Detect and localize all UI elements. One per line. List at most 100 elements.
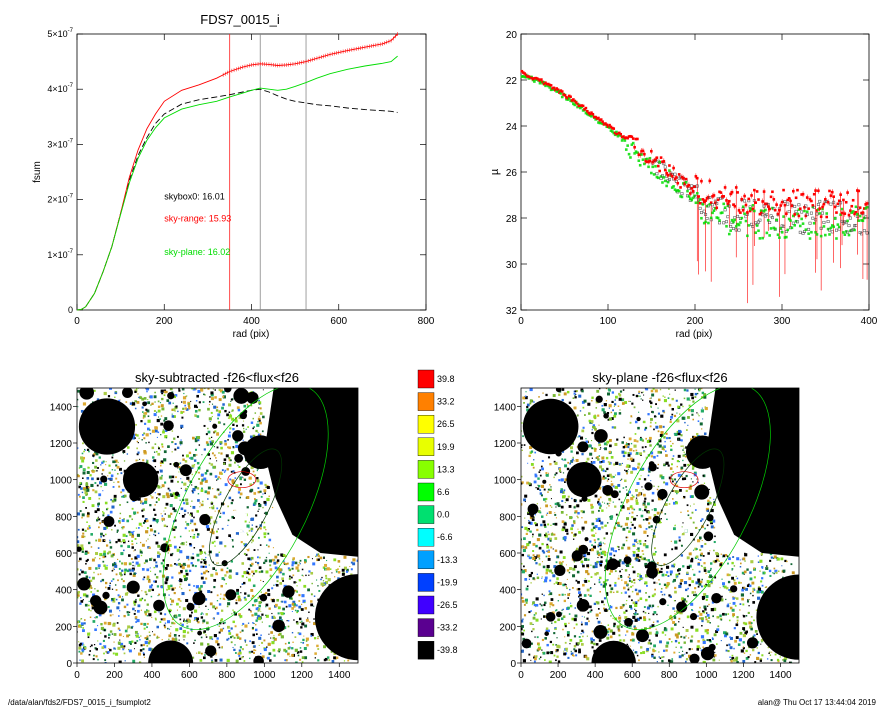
sky-subtracted-map-pixel xyxy=(296,622,299,625)
sky-plane-map-pixel xyxy=(701,539,703,541)
mu-sky-range-point xyxy=(677,173,681,176)
mu-sky-plane-point xyxy=(629,156,632,159)
mu-sky-plane-point xyxy=(856,212,859,216)
fsum-y-tick-label: 4×10-7 xyxy=(47,83,73,94)
sky-plane-map-pixel xyxy=(617,629,621,632)
sky-subtracted-map-pixel xyxy=(215,496,218,499)
sky-subtracted-map-pixel xyxy=(121,569,124,572)
sky-subtracted-map-pixel xyxy=(256,561,260,565)
sky-subtracted-map-pixel xyxy=(156,484,160,488)
mu-sky-plane-point xyxy=(711,211,714,215)
mu-sky-range-point xyxy=(753,188,756,192)
sky-plane-map-pixel xyxy=(587,498,591,502)
sky-plane-map-pixel xyxy=(591,646,594,649)
sky-plane-map-pixel xyxy=(740,582,742,584)
mu-sky-range-point xyxy=(800,193,803,196)
mu-skybox-point xyxy=(819,226,823,230)
sky-subtracted-map-pixel xyxy=(239,646,242,649)
sky-plane-map-pixel xyxy=(640,646,643,649)
sky-subtracted-map-pixel xyxy=(193,609,198,613)
sky-plane-map-pixel xyxy=(698,529,701,531)
sky-subtracted-map-pixel xyxy=(250,610,252,613)
sky-subtracted-map-pixel xyxy=(320,582,324,586)
fsum-y-tick-label: 5×10-7 xyxy=(47,28,73,39)
sky-plane-map-pixel xyxy=(637,494,640,497)
mu-skybox-point xyxy=(811,216,815,220)
sky-subtracted-map-pixel xyxy=(142,653,145,656)
sky-subtracted-map-pixel xyxy=(88,600,90,603)
sky-subtracted-map-pixel xyxy=(179,550,183,554)
sky-plane-map-pixel xyxy=(788,661,792,663)
sky-subtracted-map-pixel xyxy=(164,435,168,439)
sky-subtracted-map-pixel xyxy=(251,562,254,566)
sky-subtracted-map-mask-blob xyxy=(192,592,206,606)
sky-plane-map-pixel xyxy=(737,643,741,646)
sky-plane-map-pixel xyxy=(608,450,612,454)
sky-subtracted-map-pixel xyxy=(235,444,239,448)
sky-plane-map-pixel xyxy=(635,609,637,612)
sky-subtracted-map-pixel xyxy=(110,599,113,602)
sky-subtracted-map-pixel xyxy=(81,516,83,519)
mu-skybox-point xyxy=(768,221,772,224)
sky-subtracted-map-pixel xyxy=(77,568,79,571)
mu-sky-plane-point xyxy=(765,231,769,235)
mu-sky-range-point xyxy=(810,199,813,203)
sky-subtracted-map-pixel xyxy=(127,491,129,493)
sky-subtracted-map-pixel xyxy=(142,578,145,581)
sky-subtracted-map-pixel xyxy=(265,544,268,546)
sky-plane-map-pixel xyxy=(538,658,541,660)
sky-subtracted-map-pixel xyxy=(181,416,184,419)
sky-subtracted-map-pixel xyxy=(127,446,130,449)
sky-subtracted-map-pixel xyxy=(261,655,265,659)
mu-sky-plane-point xyxy=(634,150,638,153)
sky-subtracted-map-pixel xyxy=(81,513,85,517)
sky-subtracted-map-pixel xyxy=(146,609,148,611)
sky-subtracted-map-pixel xyxy=(259,433,262,436)
sky-plane-map-pixel xyxy=(703,605,707,609)
sky-subtracted-map-pixel xyxy=(185,408,189,411)
sky-plane-map-pixel xyxy=(703,566,707,570)
sky-subtracted-map-pixel xyxy=(113,568,115,571)
sky-plane-map-pixel xyxy=(530,582,532,584)
sky-subtracted-map-pixel xyxy=(126,634,129,638)
sky-subtracted-map-pixel xyxy=(170,479,174,483)
mu-sky-plane-point xyxy=(601,122,604,125)
sky-plane-map-pixel xyxy=(547,629,550,633)
mu-skybox-point xyxy=(743,199,747,203)
sky-subtracted-map-pixel xyxy=(165,390,168,394)
sky-subtracted-map-pixel xyxy=(207,628,210,630)
sky-plane-map-pixel xyxy=(601,526,604,529)
sky-subtracted-map-pixel xyxy=(245,553,248,556)
mu-sky-range-point xyxy=(758,212,762,216)
sky-plane-map-pixel xyxy=(724,553,728,557)
sky-subtracted-map-pixel xyxy=(147,419,151,423)
sky-subtracted-map-pixel xyxy=(316,558,319,562)
sky-subtracted-map-pixel xyxy=(284,555,287,558)
mu-sky-plane-point xyxy=(609,129,613,132)
sky-subtracted-map-pixel xyxy=(174,442,177,445)
sky-plane-map-pixel xyxy=(587,611,590,614)
mu-sky-range-point xyxy=(528,75,532,79)
sky-plane-map-pixel xyxy=(624,569,628,572)
sky-subtracted-map-pixel xyxy=(161,520,163,522)
sky-subtracted-map-pixel xyxy=(159,402,162,404)
sky-subtracted-map-pixel xyxy=(94,454,96,457)
sky-plane-map-pixel xyxy=(629,421,632,424)
sky-plane-map-pixel xyxy=(742,659,746,663)
sky-plane-map-pixel xyxy=(676,465,679,468)
sky-plane-map-pixel xyxy=(532,623,534,625)
sky-subtracted-map-pixel xyxy=(125,535,128,538)
sky-subtracted-map-pixel xyxy=(157,498,160,500)
sky-subtracted-map-pixel xyxy=(207,430,211,434)
sky-subtracted-map-mask-blob xyxy=(233,388,250,404)
sky-subtracted-map-pixel xyxy=(97,502,101,505)
sky-subtracted-map-pixel xyxy=(349,566,351,568)
sky-subtracted-map-pixel xyxy=(154,426,157,429)
sky-plane-map-pixel xyxy=(557,504,561,508)
sky-subtracted-map-pixel xyxy=(252,622,254,624)
sky-subtracted-map-pixel xyxy=(195,399,198,402)
sky-subtracted-map-pixel xyxy=(234,440,238,444)
sky-subtracted-map-pixel xyxy=(157,498,160,501)
sky-plane-map-pixel xyxy=(521,545,525,549)
sky-subtracted-map-pixel xyxy=(343,555,347,559)
